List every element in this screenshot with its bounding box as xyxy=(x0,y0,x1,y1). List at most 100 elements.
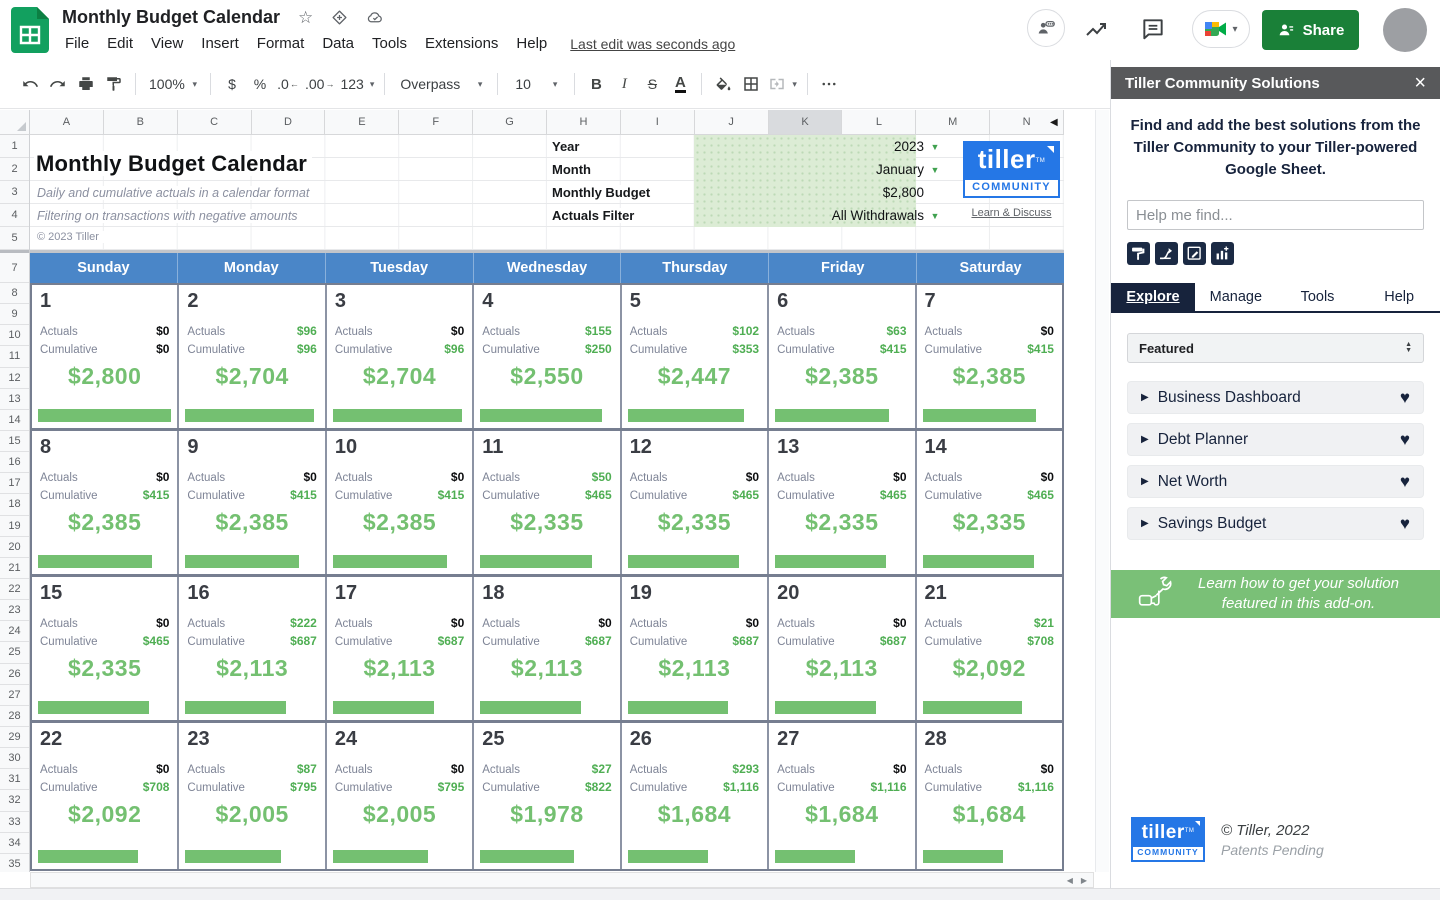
solution-item-net-worth[interactable]: ▶ Net Worth ♥ xyxy=(1127,465,1424,499)
column-header-J[interactable]: J xyxy=(695,110,769,134)
row-header-19[interactable]: 19 xyxy=(0,516,29,537)
field-value[interactable]: All Withdrawals xyxy=(831,208,924,223)
field-value[interactable]: January xyxy=(875,162,924,177)
field-value[interactable]: $2,800 xyxy=(882,185,924,200)
featured-filter-select[interactable]: Featured ▲ ▼ xyxy=(1127,333,1424,364)
featured-banner[interactable]: Learn how to get your solution featured … xyxy=(1111,570,1440,619)
row-header-32[interactable]: 32 xyxy=(0,790,29,812)
favorite-heart-icon[interactable]: ♥ xyxy=(1399,429,1410,449)
share-button[interactable]: Share xyxy=(1262,10,1359,50)
sheet-grid[interactable]: Monthly Budget Calendar Daily and cumula… xyxy=(30,135,1064,872)
format-percent-button[interactable]: % xyxy=(253,76,267,92)
column-header-A[interactable]: A xyxy=(30,110,104,134)
menu-extensions[interactable]: Extensions xyxy=(425,35,499,52)
menu-help[interactable]: Help xyxy=(516,35,548,52)
day-cell[interactable]: 24 Actuals $0 Cumulative $795 $2,005 xyxy=(327,723,475,869)
font-select[interactable]: Overpass ▾ xyxy=(400,76,483,92)
strikethrough-button[interactable]: S xyxy=(647,76,658,92)
day-cell[interactable]: 17 Actuals $0 Cumulative $687 $2,113 xyxy=(327,577,475,720)
column-header-E[interactable]: E xyxy=(325,110,400,134)
menu-edit[interactable]: Edit xyxy=(107,35,134,52)
column-header-K[interactable]: K xyxy=(768,110,843,134)
menu-file[interactable]: File xyxy=(65,35,90,52)
tab-explore[interactable]: Explore xyxy=(1111,283,1195,312)
expand-arrow-icon[interactable]: ▶ xyxy=(1141,518,1149,530)
row-header-16[interactable]: 16 xyxy=(0,452,29,474)
column-header-L[interactable]: L xyxy=(842,110,917,134)
star-icon[interactable]: ☆ xyxy=(298,8,314,27)
row-header-24[interactable]: 24 xyxy=(0,621,29,643)
row-header-11[interactable]: 11 xyxy=(0,346,29,368)
column-header-H[interactable]: H xyxy=(547,110,621,134)
column-header-D[interactable]: D xyxy=(252,110,326,134)
horizontal-scrollbar[interactable]: ◀ ▶ xyxy=(30,872,1094,888)
column-header-B[interactable]: B xyxy=(104,110,178,134)
day-cell[interactable]: 15 Actuals $0 Cumulative $465 $2,335 xyxy=(32,577,180,720)
row-header-4[interactable]: 4 xyxy=(0,204,29,227)
meet-call-button[interactable]: ▾ xyxy=(1192,10,1250,48)
redo-button[interactable] xyxy=(44,70,72,98)
italic-button[interactable]: I xyxy=(621,75,627,92)
field-value[interactable]: 2023 xyxy=(893,139,924,154)
edit-box-icon-button[interactable] xyxy=(1183,242,1206,266)
bold-button[interactable]: B xyxy=(590,75,602,93)
day-cell[interactable]: 13 Actuals $0 Cumulative $465 $2,335 xyxy=(769,431,917,574)
row-header-31[interactable]: 31 xyxy=(0,769,29,791)
row-header-29[interactable]: 29 xyxy=(0,727,29,749)
day-cell[interactable]: 5 Actuals $102 Cumulative $353 $2,447 xyxy=(622,285,770,428)
text-color-button[interactable]: A xyxy=(674,74,686,93)
expand-arrow-icon[interactable]: ▶ xyxy=(1141,476,1149,488)
day-cell[interactable]: 6 Actuals $63 Cumulative $415 $2,385 xyxy=(769,285,917,428)
solution-item-debt-planner[interactable]: ▶ Debt Planner ♥ xyxy=(1127,423,1424,457)
explore-trend-icon[interactable] xyxy=(1084,18,1108,42)
day-cell[interactable]: 22 Actuals $0 Cumulative $708 $2,092 xyxy=(32,723,180,869)
row-header-30[interactable]: 30 xyxy=(0,748,29,770)
dropdown-arrow-icon[interactable]: ▼ xyxy=(930,141,940,152)
row-header-27[interactable]: 27 xyxy=(0,685,29,706)
day-cell[interactable]: 26 Actuals $293 Cumulative $1,116 $1,684 xyxy=(622,723,770,869)
row-header-9[interactable]: 9 xyxy=(0,304,29,326)
last-edit-link[interactable]: Last edit was seconds ago xyxy=(570,35,736,52)
row-header-28[interactable]: 28 xyxy=(0,706,29,727)
dropdown-arrow-icon[interactable]: ▼ xyxy=(930,164,940,175)
day-cell[interactable]: 1 Actuals $0 Cumulative $0 $2,800 xyxy=(32,285,180,428)
solution-item-savings-budget[interactable]: ▶ Savings Budget ♥ xyxy=(1127,507,1424,541)
day-cell[interactable]: 18 Actuals $0 Cumulative $687 $2,113 xyxy=(474,577,622,720)
google-sheets-icon[interactable] xyxy=(11,7,49,53)
day-cell[interactable]: 10 Actuals $0 Cumulative $415 $2,385 xyxy=(327,431,475,574)
scroll-left-icon[interactable]: ◀ xyxy=(1066,875,1073,885)
row-header-7[interactable]: 7 xyxy=(0,253,29,283)
print-button[interactable] xyxy=(72,70,100,98)
menu-format[interactable]: Format xyxy=(256,35,305,52)
meet-dropdown-caret[interactable]: ▾ xyxy=(1232,23,1238,35)
row-header-5[interactable]: 5 xyxy=(0,227,29,250)
row-header-35[interactable]: 35 xyxy=(0,854,29,872)
zoom-select[interactable]: 100% ▾ xyxy=(149,76,197,92)
search-input[interactable] xyxy=(1127,200,1424,231)
row-header-34[interactable]: 34 xyxy=(0,833,29,854)
scroll-right-icon[interactable]: ▶ xyxy=(1080,875,1087,885)
day-cell[interactable]: 3 Actuals $0 Cumulative $96 $2,704 xyxy=(327,285,475,428)
solution-item-business-dashboard[interactable]: ▶ Business Dashboard ♥ xyxy=(1127,381,1424,415)
hidden-column-arrow-icon[interactable]: ◀ xyxy=(1050,117,1058,128)
day-cell[interactable]: 21 Actuals $21 Cumulative $708 $2,092 xyxy=(917,577,1062,720)
tab-tools[interactable]: Tools xyxy=(1300,289,1335,306)
row-header-2[interactable]: 2 xyxy=(0,158,29,181)
menu-data[interactable]: Data xyxy=(322,35,354,52)
menu-insert[interactable]: Insert xyxy=(201,35,239,52)
column-header-C[interactable]: C xyxy=(178,110,252,134)
row-header-1[interactable]: 1 xyxy=(0,135,29,158)
split-arrow-icon-button[interactable] xyxy=(1155,242,1178,266)
column-header-F[interactable]: F xyxy=(399,110,474,134)
column-header-N[interactable]: N xyxy=(990,110,1065,134)
merge-cells-button[interactable]: ▾ xyxy=(765,70,800,98)
move-to-folder-icon[interactable] xyxy=(331,9,348,26)
day-cell[interactable]: 7 Actuals $0 Cumulative $415 $2,385 xyxy=(917,285,1062,428)
borders-button[interactable] xyxy=(737,70,765,98)
favorite-heart-icon[interactable]: ♥ xyxy=(1399,471,1410,491)
day-cell[interactable]: 14 Actuals $0 Cumulative $465 $2,335 xyxy=(917,431,1062,574)
favorite-heart-icon[interactable]: ♥ xyxy=(1399,387,1410,407)
day-cell[interactable]: 23 Actuals $87 Cumulative $795 $2,005 xyxy=(179,723,327,869)
close-icon[interactable]: × xyxy=(1414,72,1426,94)
day-cell[interactable]: 2 Actuals $96 Cumulative $96 $2,704 xyxy=(179,285,327,428)
